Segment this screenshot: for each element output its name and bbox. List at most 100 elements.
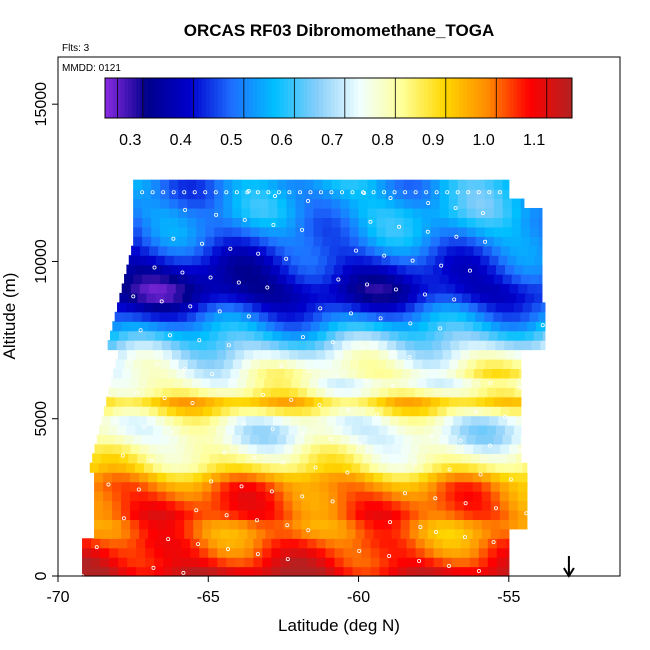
heatmap-cell <box>410 245 421 256</box>
heatmap-cell <box>361 349 371 360</box>
heatmap-cell <box>126 302 136 313</box>
heatmap-cell <box>421 274 432 285</box>
heatmap-cell <box>518 368 522 379</box>
heatmap-cell <box>261 264 272 275</box>
sample-point <box>391 384 396 389</box>
heatmap-cell <box>212 245 222 256</box>
heatmap-cell <box>218 255 229 266</box>
heatmap-cell <box>457 434 468 445</box>
heatmap-cell <box>289 557 300 568</box>
heatmap-cell <box>346 519 357 530</box>
heatmap-cell <box>207 302 217 313</box>
heatmap-cell <box>139 481 149 492</box>
heatmap-cell <box>398 453 409 464</box>
heatmap-cell <box>419 443 429 454</box>
heatmap-cell <box>442 557 453 568</box>
sample-point <box>284 256 289 261</box>
heatmap-cell <box>376 189 387 200</box>
heatmap-cell <box>342 302 353 313</box>
heatmap-cell <box>256 519 266 530</box>
colorbar-tick-label: 0.8 <box>372 132 394 149</box>
heatmap-cell <box>328 481 339 492</box>
heatmap-cell <box>239 406 249 417</box>
heatmap-cell <box>232 236 242 247</box>
heatmap-cell <box>250 358 261 369</box>
heatmap-cell <box>130 472 140 483</box>
heatmap-cell <box>246 377 256 388</box>
heatmap-cell <box>442 566 453 577</box>
heatmap-cell <box>203 406 213 417</box>
heatmap-cell <box>227 292 238 303</box>
sample-point <box>134 390 139 395</box>
sample-point <box>209 479 214 484</box>
sample-point <box>365 282 370 287</box>
heatmap-cell <box>126 264 137 275</box>
heatmap-cell <box>496 566 507 577</box>
heatmap-cell <box>173 255 184 266</box>
sample-point <box>226 343 231 348</box>
heatmap-cell <box>175 321 186 332</box>
heatmap-cell <box>513 340 523 351</box>
heatmap-cell <box>290 292 301 303</box>
heatmap-cell <box>497 330 508 341</box>
heatmap-cell <box>513 425 522 436</box>
heatmap-cell <box>211 500 221 511</box>
heatmap-cell <box>202 481 212 492</box>
heatmap-cell <box>364 481 375 492</box>
heatmap-cell <box>160 198 170 209</box>
colorbar-segment <box>505 78 511 118</box>
heatmap-cell <box>212 368 223 379</box>
heatmap-cell <box>221 368 232 379</box>
mmdd-annotation: MMDD: 0121 <box>62 63 121 74</box>
heatmap-cell <box>214 217 224 228</box>
heatmap-cell <box>259 226 269 237</box>
heatmap-cell <box>292 500 303 511</box>
heatmap-cell <box>268 274 278 285</box>
heatmap-cell <box>286 217 297 228</box>
heatmap-cell <box>243 302 253 313</box>
heatmap-cell <box>234 302 244 313</box>
heatmap-cell <box>448 434 459 445</box>
sample-point <box>236 280 241 285</box>
heatmap-cell <box>162 425 172 436</box>
heatmap-cell <box>203 245 213 256</box>
sample-point <box>181 570 186 575</box>
heatmap-cell <box>497 453 508 464</box>
heatmap-cell <box>273 255 283 266</box>
heatmap-cell <box>403 179 414 190</box>
sample-point <box>255 552 260 557</box>
heatmap-cell <box>268 198 278 209</box>
heatmap-cell <box>391 528 402 539</box>
heatmap-cell <box>128 255 139 266</box>
heatmap-cell <box>116 462 127 473</box>
heatmap-cell <box>432 302 443 313</box>
heatmap-cell <box>241 179 251 190</box>
heatmap-cell <box>220 443 231 454</box>
heatmap-cell <box>82 557 92 568</box>
colorbar-segment <box>198 78 203 118</box>
heatmap-cell <box>166 509 176 520</box>
heatmap-cell <box>178 236 188 247</box>
heatmap-cell <box>234 425 245 436</box>
heatmap-cell <box>298 349 308 360</box>
sample-point <box>497 190 502 195</box>
heatmap-cell <box>149 245 159 256</box>
heatmap-cell <box>141 434 152 445</box>
heatmap-cell <box>367 274 378 285</box>
heatmap-cell <box>172 349 182 360</box>
heatmap-cell <box>143 340 154 351</box>
heatmap-cell <box>391 472 402 483</box>
sample-point <box>234 190 239 195</box>
heatmap-cell <box>301 481 312 492</box>
heatmap-cell <box>263 330 273 341</box>
heatmap-cell <box>252 425 263 436</box>
sample-point <box>363 379 368 384</box>
heatmap-cell <box>406 557 417 568</box>
heatmap-cell <box>140 245 150 256</box>
heatmap-cell <box>175 491 185 502</box>
heatmap-cell <box>466 236 477 247</box>
heatmap-cell <box>517 491 528 502</box>
heatmap-cell <box>187 198 197 209</box>
heatmap-cell <box>243 387 254 398</box>
heatmap-cell <box>401 368 412 379</box>
